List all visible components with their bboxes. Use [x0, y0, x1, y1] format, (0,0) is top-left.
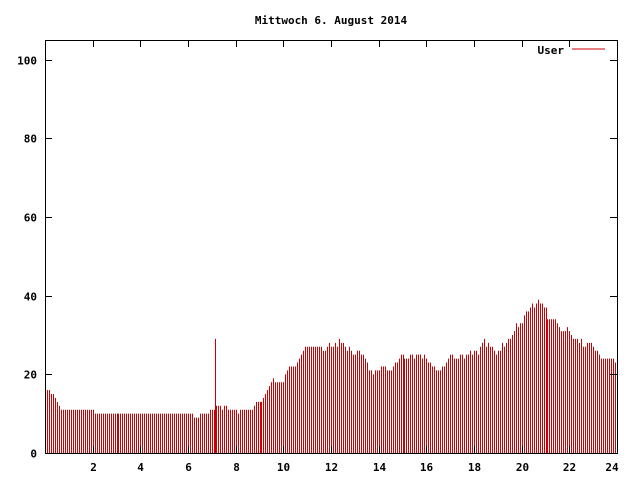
legend: User — [538, 44, 605, 57]
user-series-bars — [45, 299, 616, 453]
y-tick-label: 80 — [24, 133, 37, 146]
x-tick-label: 20 — [516, 461, 529, 474]
x-tick-label: 22 — [563, 461, 576, 474]
x-tick-label: 4 — [137, 461, 144, 474]
x-tick-label: 8 — [233, 461, 240, 474]
x-tick-label: 12 — [325, 461, 338, 474]
x-tick-label: 2 — [90, 461, 97, 474]
y-tick-label: 100 — [17, 55, 37, 68]
x-tick-label: 14 — [373, 461, 387, 474]
y-tick-label: 0 — [30, 448, 37, 461]
x-tick-label: 10 — [277, 461, 290, 474]
y-tick-label: 60 — [24, 212, 37, 225]
x-tick-label: 18 — [468, 461, 481, 474]
legend-label-user: User — [538, 44, 565, 57]
chart-title: Mittwoch 6. August 2014 — [255, 14, 408, 27]
x-tick-label: 16 — [420, 461, 434, 474]
y-tick-label: 20 — [24, 369, 37, 382]
x-tick-label: 24 — [605, 461, 619, 474]
y-tick-label: 40 — [24, 291, 37, 304]
x-tick-label: 6 — [185, 461, 192, 474]
